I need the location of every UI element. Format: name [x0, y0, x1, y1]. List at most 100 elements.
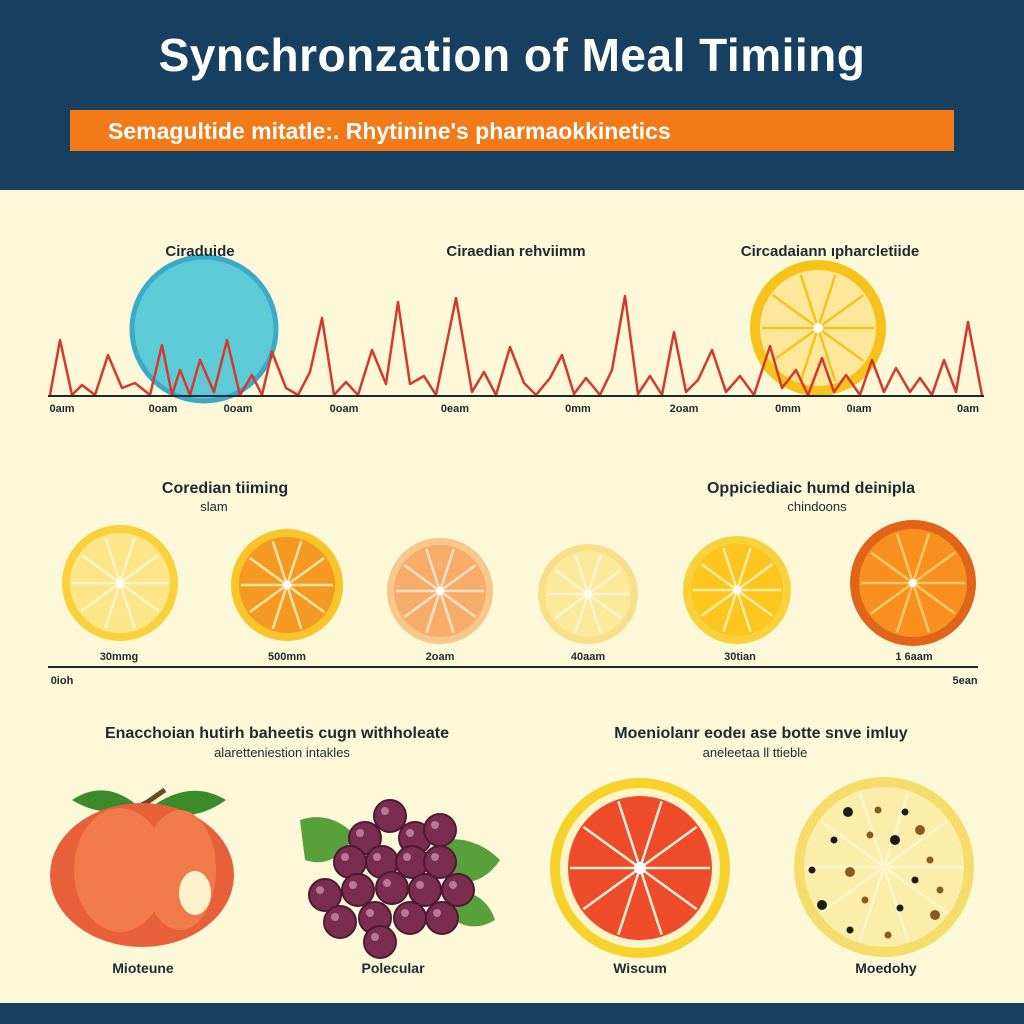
grape	[323, 905, 357, 939]
slice-segment-line	[638, 801, 663, 869]
grape	[423, 813, 457, 847]
food-label-peach: Mioteune	[112, 960, 174, 976]
grape	[423, 845, 457, 879]
slice-segment-line	[439, 564, 477, 593]
slice-segment-line	[582, 866, 641, 911]
slice-segment-line	[858, 866, 886, 942]
footer-band	[0, 1003, 1024, 1024]
orange-slice-icon-3	[850, 520, 976, 646]
grape-highlight	[431, 853, 439, 861]
rhythm-lemon-slice-icon	[750, 260, 886, 396]
rhythm-tick: 0aım	[49, 403, 75, 415]
slice-segment-line	[817, 326, 865, 362]
grape-highlight	[403, 853, 411, 861]
grape-highlight	[341, 853, 349, 861]
slice-segment-line	[799, 327, 820, 382]
rhythm-tick: 0oam	[329, 403, 359, 415]
slice-segment-line	[722, 547, 739, 591]
rhythm-label-right: Circadaiann ıpharcletiide	[740, 243, 920, 260]
food-label-grapefruit: Wiscum	[613, 960, 667, 976]
grape	[308, 878, 342, 912]
slice-segment-line	[119, 553, 160, 585]
slice-segment-line	[574, 554, 590, 595]
timing-axis-left-label: 0ioh	[50, 675, 74, 687]
slice-segment-line	[574, 593, 590, 634]
slice-segment-line	[882, 866, 910, 942]
seed	[890, 835, 900, 845]
rhythm-tick: 0mm	[775, 403, 801, 415]
slice-segment-line	[820, 820, 885, 869]
grape	[363, 925, 397, 959]
slice-segment-line	[639, 866, 698, 911]
slice-segment-line	[700, 588, 738, 617]
food-label-grapes: Polecular	[361, 960, 425, 976]
seed	[884, 931, 892, 939]
grape-highlight	[401, 909, 409, 917]
seed	[896, 904, 904, 912]
grape	[393, 901, 427, 935]
foods-title-left: Enacchoian hutirh baheetis cugn withhole…	[104, 725, 450, 742]
slice-segment-line	[425, 548, 442, 592]
slice-segment-line	[554, 592, 589, 620]
lemon-slice-icon-3	[683, 536, 791, 644]
slice-segment-line	[895, 582, 915, 633]
slice-segment-line	[439, 589, 477, 618]
circadian-rhythm-line	[48, 294, 984, 397]
grape-highlight	[349, 881, 357, 889]
grape	[333, 845, 367, 879]
slice-segment-line	[271, 584, 289, 630]
rhythm-label-center: Ciraedian rehviimm	[446, 243, 586, 260]
slice-segment-line	[403, 589, 441, 618]
slice-segment-line	[118, 582, 137, 630]
grape	[441, 873, 475, 907]
orange-slice-icon-2	[387, 538, 493, 644]
grape-highlight	[381, 807, 389, 815]
slice-segment-line	[735, 589, 752, 633]
slice-label: 1 6aam	[895, 651, 933, 663]
grape-highlight	[331, 913, 339, 921]
slice-segment-line	[438, 548, 455, 592]
slice-segment-line	[870, 581, 914, 615]
slice-segment-line	[119, 581, 160, 613]
slice-segment-line	[586, 593, 602, 634]
slice-segment-line	[249, 583, 288, 614]
slice-segment-line	[912, 581, 956, 615]
rhythm-tick: 2oam	[669, 403, 699, 415]
slice-segment-line	[639, 825, 698, 870]
seed	[808, 866, 816, 874]
slice-segment-line	[80, 581, 121, 613]
slice-segment-line	[425, 590, 442, 634]
rhythm-tick: 0am	[956, 403, 980, 415]
grape-highlight	[316, 886, 324, 894]
slice-label: 500mm	[268, 651, 306, 663]
seed	[874, 806, 882, 814]
grape-highlight	[449, 881, 457, 889]
grapes-icon	[300, 799, 500, 959]
slice-segment-line	[895, 533, 915, 584]
slice-segment-line	[911, 582, 931, 633]
seed	[830, 836, 838, 844]
slice-segment-line	[638, 867, 663, 935]
orange-slice-icon-1	[231, 529, 343, 641]
grape-highlight	[383, 879, 391, 887]
grape	[408, 873, 442, 907]
timing-axis-right-label: 5ean	[952, 675, 978, 687]
grape-highlight	[371, 933, 379, 941]
slice-segment-line	[403, 564, 441, 593]
grape	[425, 901, 459, 935]
slice-segment-line	[799, 274, 820, 329]
grape-highlight	[431, 821, 439, 829]
seed	[846, 926, 854, 934]
slice-segment-line	[771, 294, 819, 330]
rhythm-tick: 0mm	[565, 403, 591, 415]
rhythm-label-left: Ciraduide	[165, 243, 235, 260]
peach-icon	[50, 787, 234, 947]
slice-label: 40aam	[570, 651, 606, 663]
slice-segment-line	[285, 584, 303, 630]
grape-highlight	[406, 829, 414, 837]
slice-segment-line	[286, 556, 325, 587]
slice-segment-line	[736, 588, 774, 617]
slice-segment-line	[617, 867, 642, 935]
seed	[866, 831, 874, 839]
